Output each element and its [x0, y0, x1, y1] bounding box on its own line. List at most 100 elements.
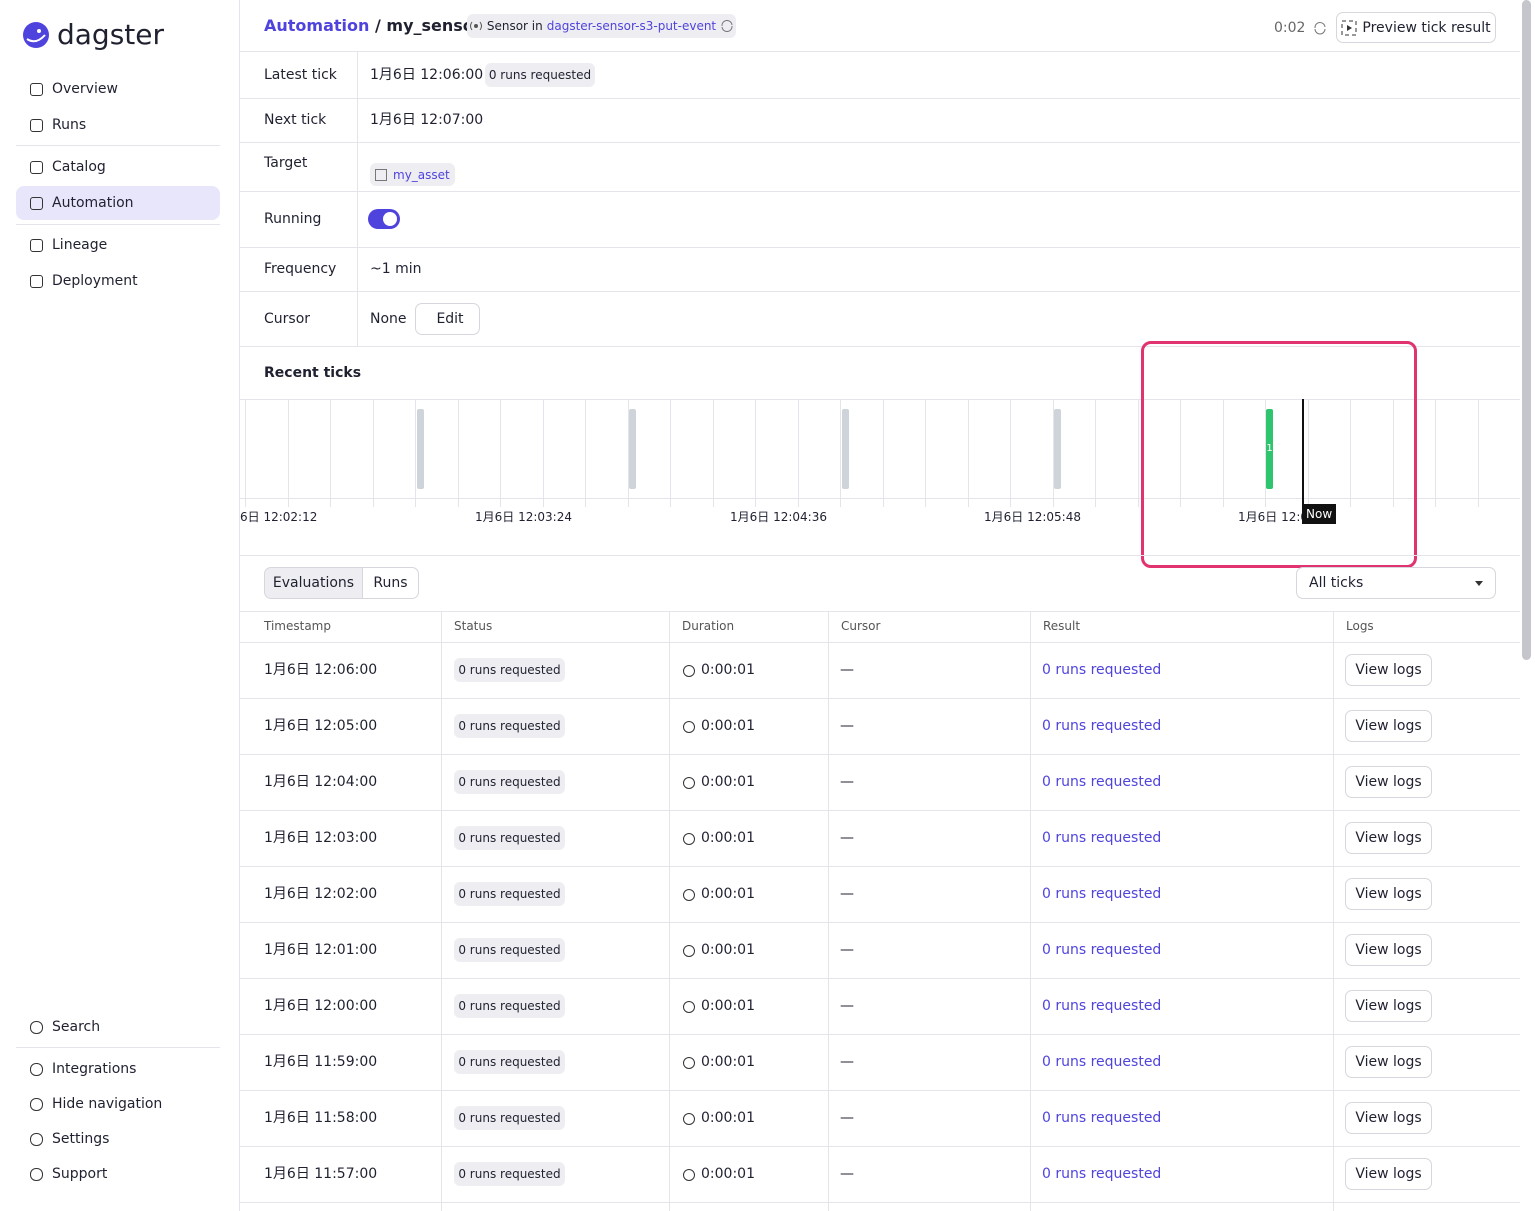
tick-bar	[1054, 409, 1061, 489]
nav-item[interactable]: Catalog	[52, 159, 106, 175]
detail-label: Target	[264, 154, 308, 171]
status-badge: 0 runs requested	[454, 938, 565, 962]
nav-item[interactable]: Deployment	[52, 273, 138, 289]
logo-text: dagster	[57, 18, 165, 51]
asset-link[interactable]: my_asset	[393, 167, 450, 182]
nav-icon	[30, 1098, 43, 1111]
nav-icon	[30, 239, 43, 252]
timeline-grid	[882, 399, 884, 507]
status-badge: 0 runs requested	[454, 1162, 565, 1186]
row-border	[240, 1090, 1520, 1091]
result-link[interactable]: 0 runs requested	[1042, 718, 1162, 734]
header-border	[240, 642, 1520, 643]
tick-count: 1	[1266, 443, 1273, 454]
breadcrumb-root[interactable]: Automation	[264, 16, 370, 35]
column-header: Logs	[1346, 619, 1374, 633]
timer-icon	[683, 1001, 695, 1013]
highlight-box	[1141, 341, 1417, 568]
view-logs-button[interactable]: View logs	[1345, 1046, 1432, 1078]
row-border	[240, 191, 1520, 192]
result-link[interactable]: 0 runs requested	[1042, 942, 1162, 958]
reload-icon[interactable]	[720, 20, 734, 32]
view-logs-button[interactable]: View logs	[1345, 766, 1432, 798]
edit-button[interactable]: Edit	[415, 302, 480, 335]
table-top	[240, 611, 1520, 612]
nav-item[interactable]: Settings	[52, 1131, 110, 1147]
timeline-grid	[415, 399, 416, 507]
result-link[interactable]: 0 runs requested	[1042, 1166, 1162, 1182]
timeline-top	[240, 399, 1520, 400]
status-badge: 0 runs requested	[454, 1050, 565, 1074]
preview-button[interactable]: Preview tick result	[1336, 12, 1496, 43]
timer-icon	[683, 721, 695, 733]
result-link[interactable]: 0 runs requested	[1042, 830, 1162, 846]
sensor-prefix: Sensor in	[486, 19, 543, 33]
view-logs-button[interactable]: View logs	[1345, 654, 1432, 686]
col-divider	[828, 611, 829, 1211]
result-link[interactable]: 0 runs requested	[1042, 886, 1162, 902]
nav-item[interactable]: Search	[52, 1019, 101, 1035]
nav-item[interactable]: Support	[52, 1166, 108, 1182]
detail-value: 1月6日 12:07:00	[370, 112, 484, 128]
view-logs-button[interactable]: View logs	[1345, 1158, 1432, 1190]
col-divider	[1333, 611, 1334, 1211]
result-link[interactable]: 0 runs requested	[1042, 774, 1162, 790]
edit-label: Edit	[436, 310, 464, 327]
tab[interactable]: Evaluations	[264, 567, 363, 599]
timeline-grid	[1095, 399, 1096, 507]
nav-icon	[30, 1063, 43, 1076]
view-logs-button[interactable]: View logs	[1345, 878, 1432, 910]
timeline-grid	[670, 399, 671, 507]
timeline-grid	[330, 399, 331, 507]
view-logs-button[interactable]: View logs	[1345, 1102, 1432, 1134]
result-link[interactable]: 0 runs requested	[1042, 1054, 1162, 1070]
status-badge: 0 runs requested	[454, 994, 565, 1018]
result-link[interactable]: 0 runs requested	[1042, 998, 1162, 1014]
tick-bar	[417, 409, 424, 489]
timer-icon	[683, 833, 695, 845]
timeline-grid	[712, 399, 714, 507]
nav-icon	[30, 161, 43, 174]
timeline-bottom	[240, 498, 1520, 499]
preview-label: Preview tick result	[1362, 19, 1491, 36]
timeline-grid	[967, 399, 969, 507]
view-logs-button[interactable]: View logs	[1345, 934, 1432, 966]
nav-icon	[30, 275, 43, 288]
nav-separator	[16, 224, 220, 225]
tab[interactable]: Runs	[362, 567, 419, 599]
nav-item[interactable]: Automation	[52, 195, 134, 211]
view-logs-button[interactable]: View logs	[1345, 710, 1432, 742]
location-link[interactable]: dagster-sensor-s3-put-event	[546, 19, 717, 33]
nav-item[interactable]: Overview	[52, 81, 118, 97]
cursor: —	[840, 774, 854, 790]
timeline-grid	[585, 399, 586, 507]
timeline-grid	[287, 399, 289, 507]
sensor-icon	[469, 21, 482, 31]
duration: 0:00:01	[701, 1166, 755, 1182]
row-border	[240, 98, 1520, 99]
nav-icon	[30, 1133, 43, 1146]
filter-label: All ticks	[1309, 575, 1364, 591]
row-border	[240, 346, 1520, 347]
nav-item[interactable]: Runs	[52, 117, 87, 133]
view-logs-button[interactable]: View logs	[1345, 990, 1432, 1022]
nav-item[interactable]: Lineage	[52, 237, 108, 253]
timeline-grid	[925, 399, 926, 507]
row-border	[240, 1034, 1520, 1035]
header	[240, 0, 1520, 52]
result-link[interactable]: 0 runs requested	[1042, 662, 1162, 678]
filter-select[interactable]: All ticks	[1296, 567, 1496, 599]
view-logs-button[interactable]: View logs	[1345, 822, 1432, 854]
status-badge: 0 runs requested	[454, 826, 565, 850]
result-link[interactable]: 0 runs requested	[1042, 1110, 1162, 1126]
nav-item[interactable]: Hide navigation	[52, 1096, 163, 1112]
toggle-knob	[383, 212, 397, 226]
refresh-icon[interactable]	[1312, 20, 1328, 36]
row-border	[240, 1146, 1520, 1147]
tick-bar-requested[interactable]	[1266, 409, 1273, 489]
nav-item[interactable]: Integrations	[52, 1061, 137, 1077]
column-header: Result	[1043, 619, 1081, 633]
duration: 0:00:01	[701, 662, 755, 678]
timeline-grid	[500, 399, 501, 507]
